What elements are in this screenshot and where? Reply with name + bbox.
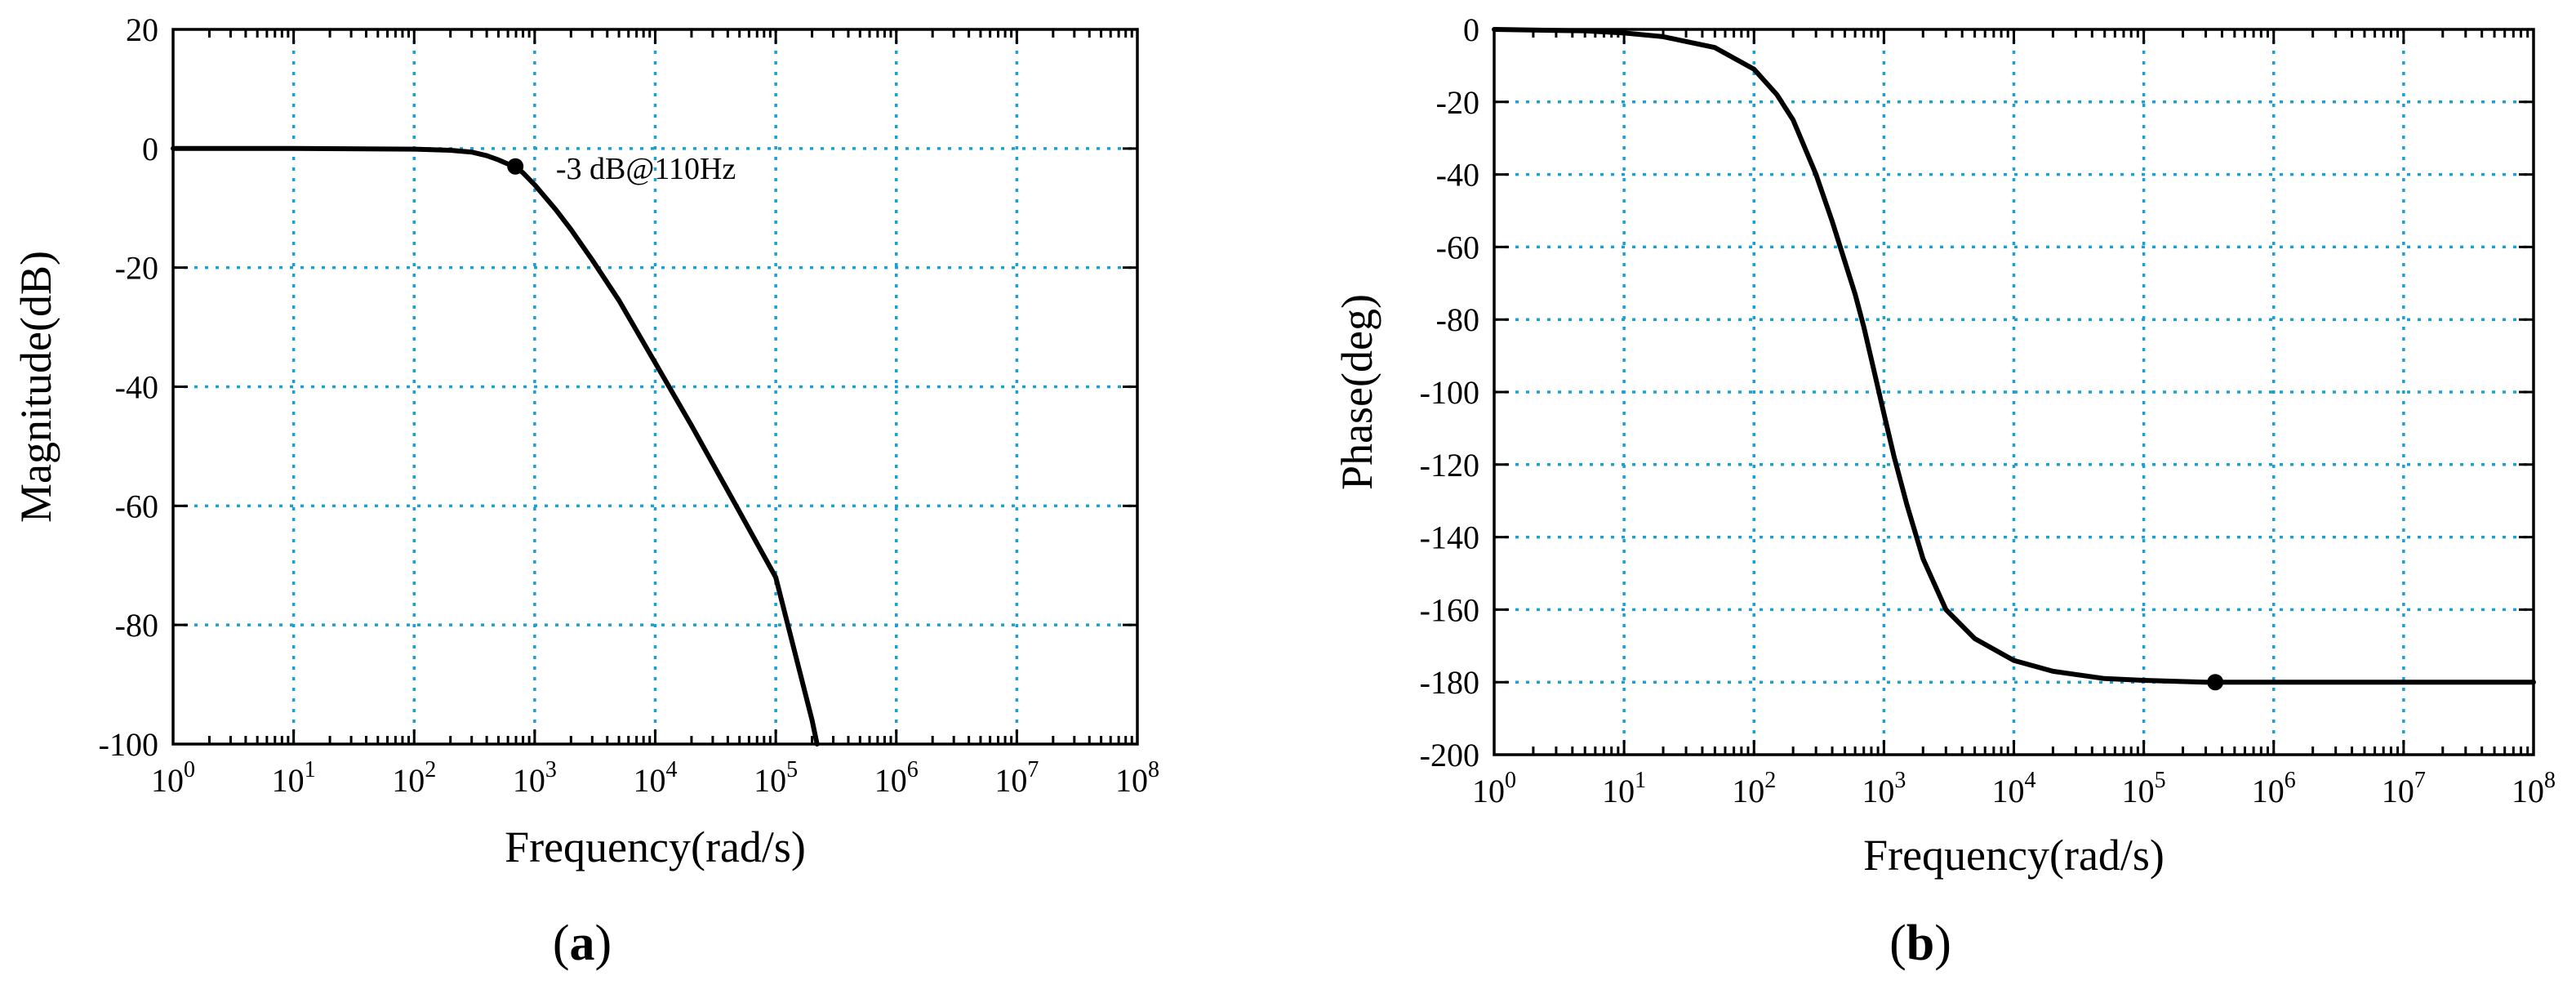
phase-x-tick-label: 106 (2252, 768, 2296, 809)
magnitude-y-tick-label: -60 (115, 488, 158, 524)
phase-y-tick-label: -180 (1420, 664, 1479, 701)
magnitude-y-tick-label: -40 (115, 369, 158, 406)
magnitude-x-tick-label: 106 (874, 757, 919, 799)
phase-x-tick-labels: 100 101 102 103 104 105 106 107 108 (1472, 768, 2556, 809)
phase-y-axis-title: Phase(deg) (1332, 294, 1381, 490)
magnitude-x-axis-title: Frequency(rad/s) (505, 822, 806, 871)
phase-chart: 100 101 102 103 104 105 106 107 108 0 -20 -40 -60 -8… (1332, 11, 2556, 971)
phase-y-tick-label: 0 (1463, 11, 1479, 48)
magnitude-y-tick-label: -20 (115, 250, 158, 287)
magnitude-annotation: -3 dB@110Hz (556, 152, 736, 186)
magnitude-y-tick-label: -80 (115, 607, 158, 644)
phase-y-tick-labels: 0 -20 -40 -60 -80 -100 -120 -140 -160 -180 -200 (1420, 11, 1479, 773)
phase-y-tick-label: -40 (1436, 157, 1479, 194)
phase-markers (2207, 674, 2224, 691)
phase-x-tick-label: 102 (1732, 768, 1776, 809)
phase-x-tick-label: 107 (2382, 768, 2426, 809)
phase-curve (1492, 27, 2536, 685)
magnitude-curve (171, 145, 820, 747)
magnitude-x-tick-label: 105 (754, 757, 798, 799)
phase-y-tick-label: -80 (1436, 301, 1479, 338)
magnitude-x-tick-labels: 100 101 102 103 104 105 106 107 108 (151, 757, 1159, 799)
magnitude-y-tick-label: 0 (142, 131, 158, 167)
panel-letter-a: a (570, 916, 595, 971)
phase-x-tick-label: 105 (2122, 768, 2166, 809)
phase-x-axis-title: Frequency(rad/s) (1863, 831, 2164, 880)
phase-y-tick-label: -20 (1436, 84, 1479, 121)
panel-label-b: (b) (1889, 916, 1951, 971)
phase-y-tick-label: -120 (1420, 447, 1479, 484)
magnitude-y-tick-labels: 20 0 -20 -40 -60 -80 -100 (99, 11, 158, 763)
magnitude-chart: 100 101 102 103 104 105 106 107 108 20 0 -20 -40 -60… (11, 11, 1159, 971)
phase-y-tick-label: -100 (1420, 374, 1479, 411)
magnitude-x-tick-label: 108 (1115, 757, 1159, 799)
magnitude-grid (173, 29, 1137, 744)
magnitude-x-tick-label: 104 (634, 757, 678, 799)
phase-x-tick-label: 108 (2511, 768, 2556, 809)
panel-label-a: (a) (553, 916, 612, 971)
phase-x-tick-label: 101 (1602, 768, 1646, 809)
phase-x-tick-label: 100 (1472, 768, 1516, 809)
magnitude-x-tick-label: 102 (392, 757, 436, 799)
magnitude-x-tick-label: 103 (513, 757, 557, 799)
magnitude-y-tick-label: -100 (99, 726, 158, 763)
magnitude-plot-frame (171, 28, 1139, 746)
phase-y-tick-label: -60 (1436, 229, 1479, 265)
phase-y-tick-label: -140 (1420, 519, 1479, 556)
phase-grid (1494, 29, 2534, 755)
phase-plot-frame (1493, 28, 2535, 756)
phase-x-tick-label: 104 (1992, 768, 2036, 809)
phase-y-tick-label: -200 (1420, 737, 1479, 773)
magnitude-y-axis-title: Magnitude(dB) (11, 251, 60, 523)
panel-letter-b: b (1906, 916, 1934, 971)
magnitude-marker-point (507, 158, 524, 175)
phase-marker-point (2207, 674, 2224, 691)
magnitude-y-tick-label: 20 (126, 11, 158, 48)
phase-y-tick-label: -160 (1420, 591, 1479, 628)
magnitude-x-tick-label: 107 (994, 757, 1039, 799)
magnitude-x-tick-label: 101 (272, 757, 316, 799)
phase-x-tick-label: 103 (1862, 768, 1906, 809)
magnitude-annotations: -3 dB@110Hz (556, 152, 736, 186)
magnitude-x-tick-label: 100 (151, 757, 195, 799)
magnitude-markers (507, 158, 524, 175)
